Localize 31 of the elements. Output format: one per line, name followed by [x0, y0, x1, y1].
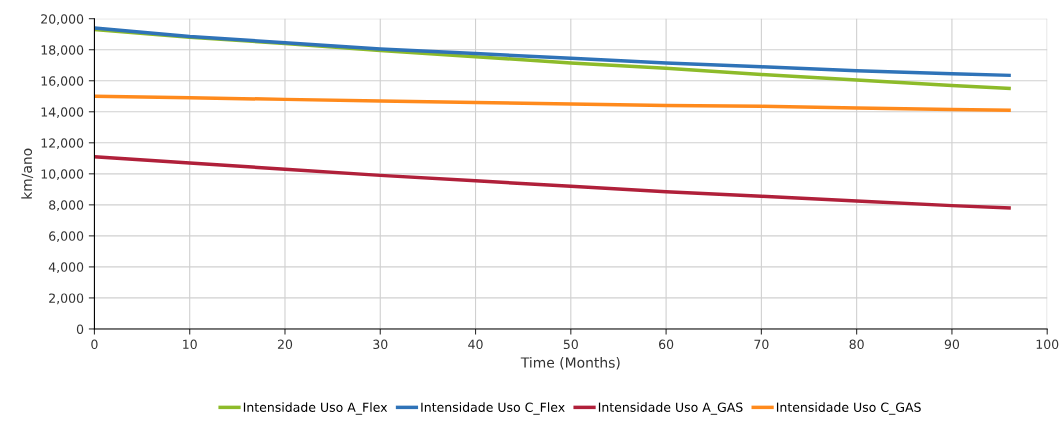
x-axis-title: Time (Months)	[520, 357, 620, 370]
legend-label: Intensidade Uso C_Flex	[421, 402, 565, 415]
x-tick-label: 80	[849, 339, 864, 350]
x-tick-label: 10	[183, 339, 197, 350]
y-tick-label: 20,000	[41, 14, 84, 25]
x-tick-label: 0	[91, 339, 98, 350]
legend-label: Intensidade Uso A_GAS	[598, 402, 743, 415]
x-tick-label: 70	[754, 339, 769, 350]
y-tick-label: 2,000	[49, 293, 84, 305]
x-tick-label: 60	[659, 339, 674, 350]
y-tick-label: 18,000	[41, 45, 84, 56]
x-tick-label: 20	[277, 339, 293, 350]
y-tick-label: 6,000	[49, 231, 84, 243]
line-series	[94, 155, 1011, 210]
y-tick-label: 14,000	[41, 107, 84, 118]
x-tick-label: 100	[1036, 339, 1059, 350]
x-tick-label: 30	[373, 339, 388, 350]
y-tick-label: 8,000	[49, 200, 84, 212]
y-axis-title: km/ano	[21, 148, 34, 199]
legend-label: Intensidade Uso A_Flex	[243, 402, 388, 415]
y-tick-label: 0	[76, 324, 84, 334]
line-series	[94, 26, 1011, 78]
line-series	[94, 94, 1011, 112]
y-tick-label: 10,000	[41, 169, 84, 181]
legend-label: Intensidade Uso C_GAS	[776, 402, 921, 415]
y-tick-label: 16,000	[41, 76, 84, 87]
x-tick-label: 50	[563, 339, 578, 350]
x-tick-label: 90	[944, 339, 960, 350]
y-tick-label: 12,000	[41, 138, 84, 149]
y-tick-label: 4,000	[48, 262, 84, 274]
x-tick-label: 40	[468, 339, 483, 350]
